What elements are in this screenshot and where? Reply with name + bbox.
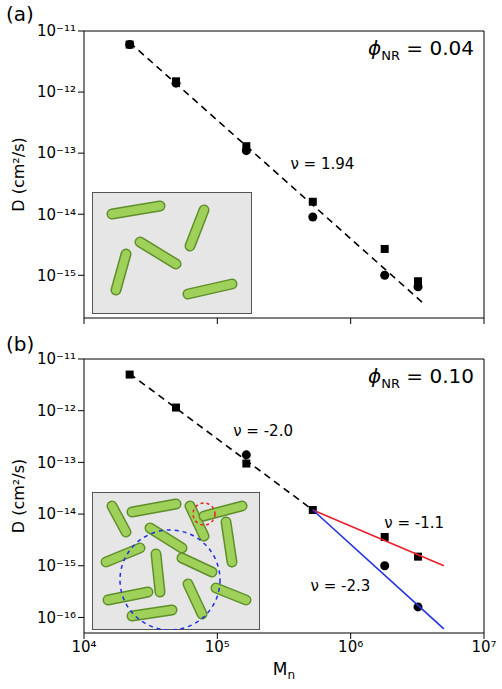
svg-text:10⁻¹¹: 10⁻¹¹ (37, 22, 76, 40)
svg-text:10⁻¹²: 10⁻¹² (37, 402, 76, 420)
svg-text:10⁻¹⁵: 10⁻¹⁵ (37, 267, 76, 285)
svg-text:10⁻¹⁵: 10⁻¹⁵ (37, 557, 76, 575)
svg-text:10⁻¹⁶: 10⁻¹⁶ (37, 609, 76, 627)
svg-text:10⁴: 10⁴ (71, 638, 96, 656)
html-text:ϕNR= 0.10: ϕNR= 0.10 (368, 364, 474, 391)
svg-text:ν = -2.0: ν = -2.0 (233, 422, 293, 440)
html-text:ϕNR= 0.04: ϕNR= 0.04 (368, 36, 474, 63)
svg-text:10⁻¹³: 10⁻¹³ (37, 454, 76, 472)
svg-text:D (cm²/s): D (cm²/s) (9, 137, 28, 211)
svg-text:10⁻¹¹: 10⁻¹¹ (37, 350, 76, 368)
svg-text:10⁵: 10⁵ (205, 638, 230, 656)
html-text:(a): (a) (6, 2, 34, 26)
html-text:(b): (b) (6, 332, 35, 356)
svg-text:10⁻¹²: 10⁻¹² (37, 83, 76, 101)
svg-text:ν = -1.1: ν = -1.1 (384, 514, 444, 532)
svg-text:10⁻¹³: 10⁻¹³ (37, 144, 76, 162)
svg-text:ν = -2.3: ν = -2.3 (311, 577, 371, 595)
html-text:Mn: Mn (272, 659, 296, 683)
svg-text:10⁷: 10⁷ (471, 638, 496, 656)
svg-text:10⁻¹⁴: 10⁻¹⁴ (37, 505, 76, 523)
svg-text:D (cm²/s): D (cm²/s) (9, 459, 28, 533)
svg-text:10⁻¹⁴: 10⁻¹⁴ (37, 206, 76, 224)
svg-text:10⁶: 10⁶ (338, 638, 363, 656)
svg-text:ν = 1.94: ν = 1.94 (290, 155, 354, 173)
